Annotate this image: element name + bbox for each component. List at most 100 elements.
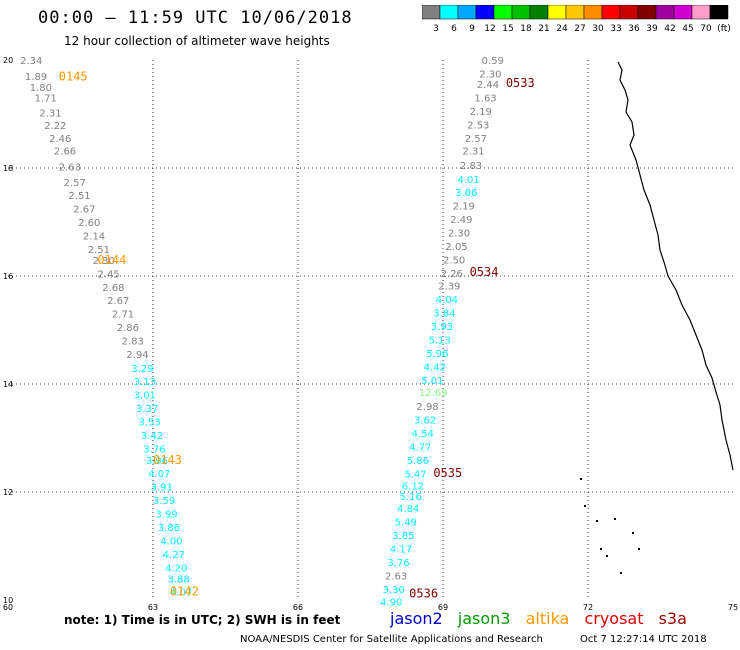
pass-time-label: 0142 xyxy=(170,585,199,599)
scale-label: 36 xyxy=(628,24,640,33)
wave-height-label: 4.90 xyxy=(380,597,402,608)
wave-height-label: 4.77 xyxy=(409,442,431,453)
generation-timestamp: Oct 7 12:27:14 UTC 2018 xyxy=(580,634,707,645)
wave-height-label: 4.01 xyxy=(458,175,480,186)
wave-height-label: 2.30 xyxy=(448,229,470,240)
scale-label: 15 xyxy=(502,24,513,33)
x-tick-label: 75 xyxy=(728,603,738,610)
wave-height-label: 4.07 xyxy=(148,469,170,480)
wave-height-label: 3.37 xyxy=(136,404,158,415)
wave-height-label: 4.84 xyxy=(397,504,419,515)
y-tick-label: 14 xyxy=(3,380,13,389)
wave-height-label: 3.99 xyxy=(155,509,177,520)
wave-height-label: 2.22 xyxy=(44,121,66,132)
scale-label: 27 xyxy=(574,24,585,33)
wave-height-label: 6.12 xyxy=(402,481,424,492)
scale-label: 3 xyxy=(433,24,439,33)
scale-swatch xyxy=(709,5,729,20)
scale-label: 30 xyxy=(592,24,604,33)
y-tick-label: 10 xyxy=(3,596,13,605)
wave-height-label: 2.94 xyxy=(126,350,148,361)
wave-height-label: 3.88 xyxy=(168,575,190,586)
wave-height-label: 3.53 xyxy=(139,418,161,429)
island-marker xyxy=(614,518,616,520)
wave-height-label: 3.59 xyxy=(153,496,175,507)
pass-time-label: 0144 xyxy=(97,253,126,267)
wave-height-label: 2.57 xyxy=(465,134,487,145)
scale-label: 9 xyxy=(469,24,475,33)
chart-title: 00:00 — 11:59 UTC 10/06/2018 xyxy=(38,8,353,28)
scale-label: 6 xyxy=(451,24,457,33)
wave-height-label: 2.39 xyxy=(438,282,460,293)
legend-s3a: s3a xyxy=(658,609,687,628)
pass-time-label: 0143 xyxy=(153,453,182,467)
footer-note: note: 1) Time is in UTC; 2) SWH is in fe… xyxy=(64,613,341,627)
scale-label: 18 xyxy=(520,24,532,33)
wave-height-label: 5.01 xyxy=(421,376,443,387)
satellite-legend: jason2 jason3 altika cryosat s3a xyxy=(390,609,697,628)
wave-height-label: 4.00 xyxy=(160,536,182,547)
wave-height-label: 2.67 xyxy=(73,204,95,215)
pass-time-label: 0536 xyxy=(409,586,438,600)
island-marker xyxy=(584,505,586,507)
wave-height-label: 2.66 xyxy=(54,147,76,158)
y-tick-label: 16 xyxy=(3,272,13,281)
wave-height-label: 4.54 xyxy=(412,429,434,440)
wave-height-label: 4.17 xyxy=(390,544,412,555)
wave-height-label: 2.63 xyxy=(59,163,81,174)
wave-height-label: 2.34 xyxy=(20,56,42,67)
x-tick-label: 72 xyxy=(583,603,593,610)
wave-height-label: 5.47 xyxy=(404,469,426,480)
wave-height-plot: 60 63 66 69 72 75 10 12 14 16 18 20 2.34 1.891.801.71… xyxy=(3,56,738,610)
wave-height-label: 2.45 xyxy=(97,270,119,281)
wave-height-label: 3.76 xyxy=(143,445,165,456)
wave-height-label: 4.27 xyxy=(163,550,185,561)
island-marker xyxy=(596,520,598,522)
wave-height-label: 2.57 xyxy=(64,178,86,189)
island-marker xyxy=(632,532,634,534)
island-marker xyxy=(620,572,622,574)
wave-height-label: 2.63 xyxy=(385,571,407,582)
wave-height-label: 1.71 xyxy=(35,94,57,105)
wave-height-label: 2.26 xyxy=(441,269,463,280)
wave-height-label: 3.29 xyxy=(131,364,153,375)
wave-height-label: 2.31 xyxy=(39,109,61,120)
pass-time-label: 0535 xyxy=(433,466,462,480)
island-marker xyxy=(580,478,582,480)
island-marker xyxy=(638,548,640,550)
x-tick-label: 66 xyxy=(293,603,303,610)
wave-height-label: 5.16 xyxy=(400,492,422,503)
wave-height-label: 12.69 xyxy=(419,388,448,399)
wave-height-label: 2.30 xyxy=(479,69,501,80)
wave-height-label: 4.04 xyxy=(436,295,458,306)
scale-label: (ft) xyxy=(717,24,731,33)
wave-height-label: 2.14 xyxy=(83,231,105,242)
wave-height-label: 1.80 xyxy=(30,83,52,94)
pass-time-label: 0534 xyxy=(470,265,499,279)
wave-height-label: 1.89 xyxy=(25,72,47,83)
pass-time-label: 0533 xyxy=(506,76,535,90)
wave-height-label: 3.93 xyxy=(431,322,453,333)
wave-height-label: 5.96 xyxy=(426,349,448,360)
y-tick-label: 20 xyxy=(3,56,13,65)
credit-text: NOAA/NESDIS Center for Satellite Applica… xyxy=(240,634,543,645)
wave-height-label: 2.51 xyxy=(68,191,90,202)
x-tick-label: 60 xyxy=(3,603,13,610)
scale-label: 42 xyxy=(664,24,675,33)
wave-height-label: 2.31 xyxy=(462,147,484,158)
island-marker xyxy=(606,555,608,557)
wave-height-label: 2.98 xyxy=(416,402,438,413)
wave-height-label: 2.19 xyxy=(453,202,475,213)
wave-height-label: 5.13 xyxy=(429,336,451,347)
scale-label: 70 xyxy=(700,24,712,33)
wave-height-label: 3.76 xyxy=(387,558,409,569)
wave-height-label: 3.30 xyxy=(383,585,405,596)
x-tick-label: 63 xyxy=(148,603,158,610)
wave-height-label: 2.68 xyxy=(102,283,124,294)
legend-jason2: jason2 xyxy=(390,609,443,628)
wave-height-label: 2.05 xyxy=(445,242,467,253)
wave-height-label: 2.46 xyxy=(49,134,71,145)
wave-height-label: 2.53 xyxy=(467,121,489,132)
wave-height-label: 4.42 xyxy=(424,363,446,374)
wave-height-label: 2.71 xyxy=(112,310,134,321)
